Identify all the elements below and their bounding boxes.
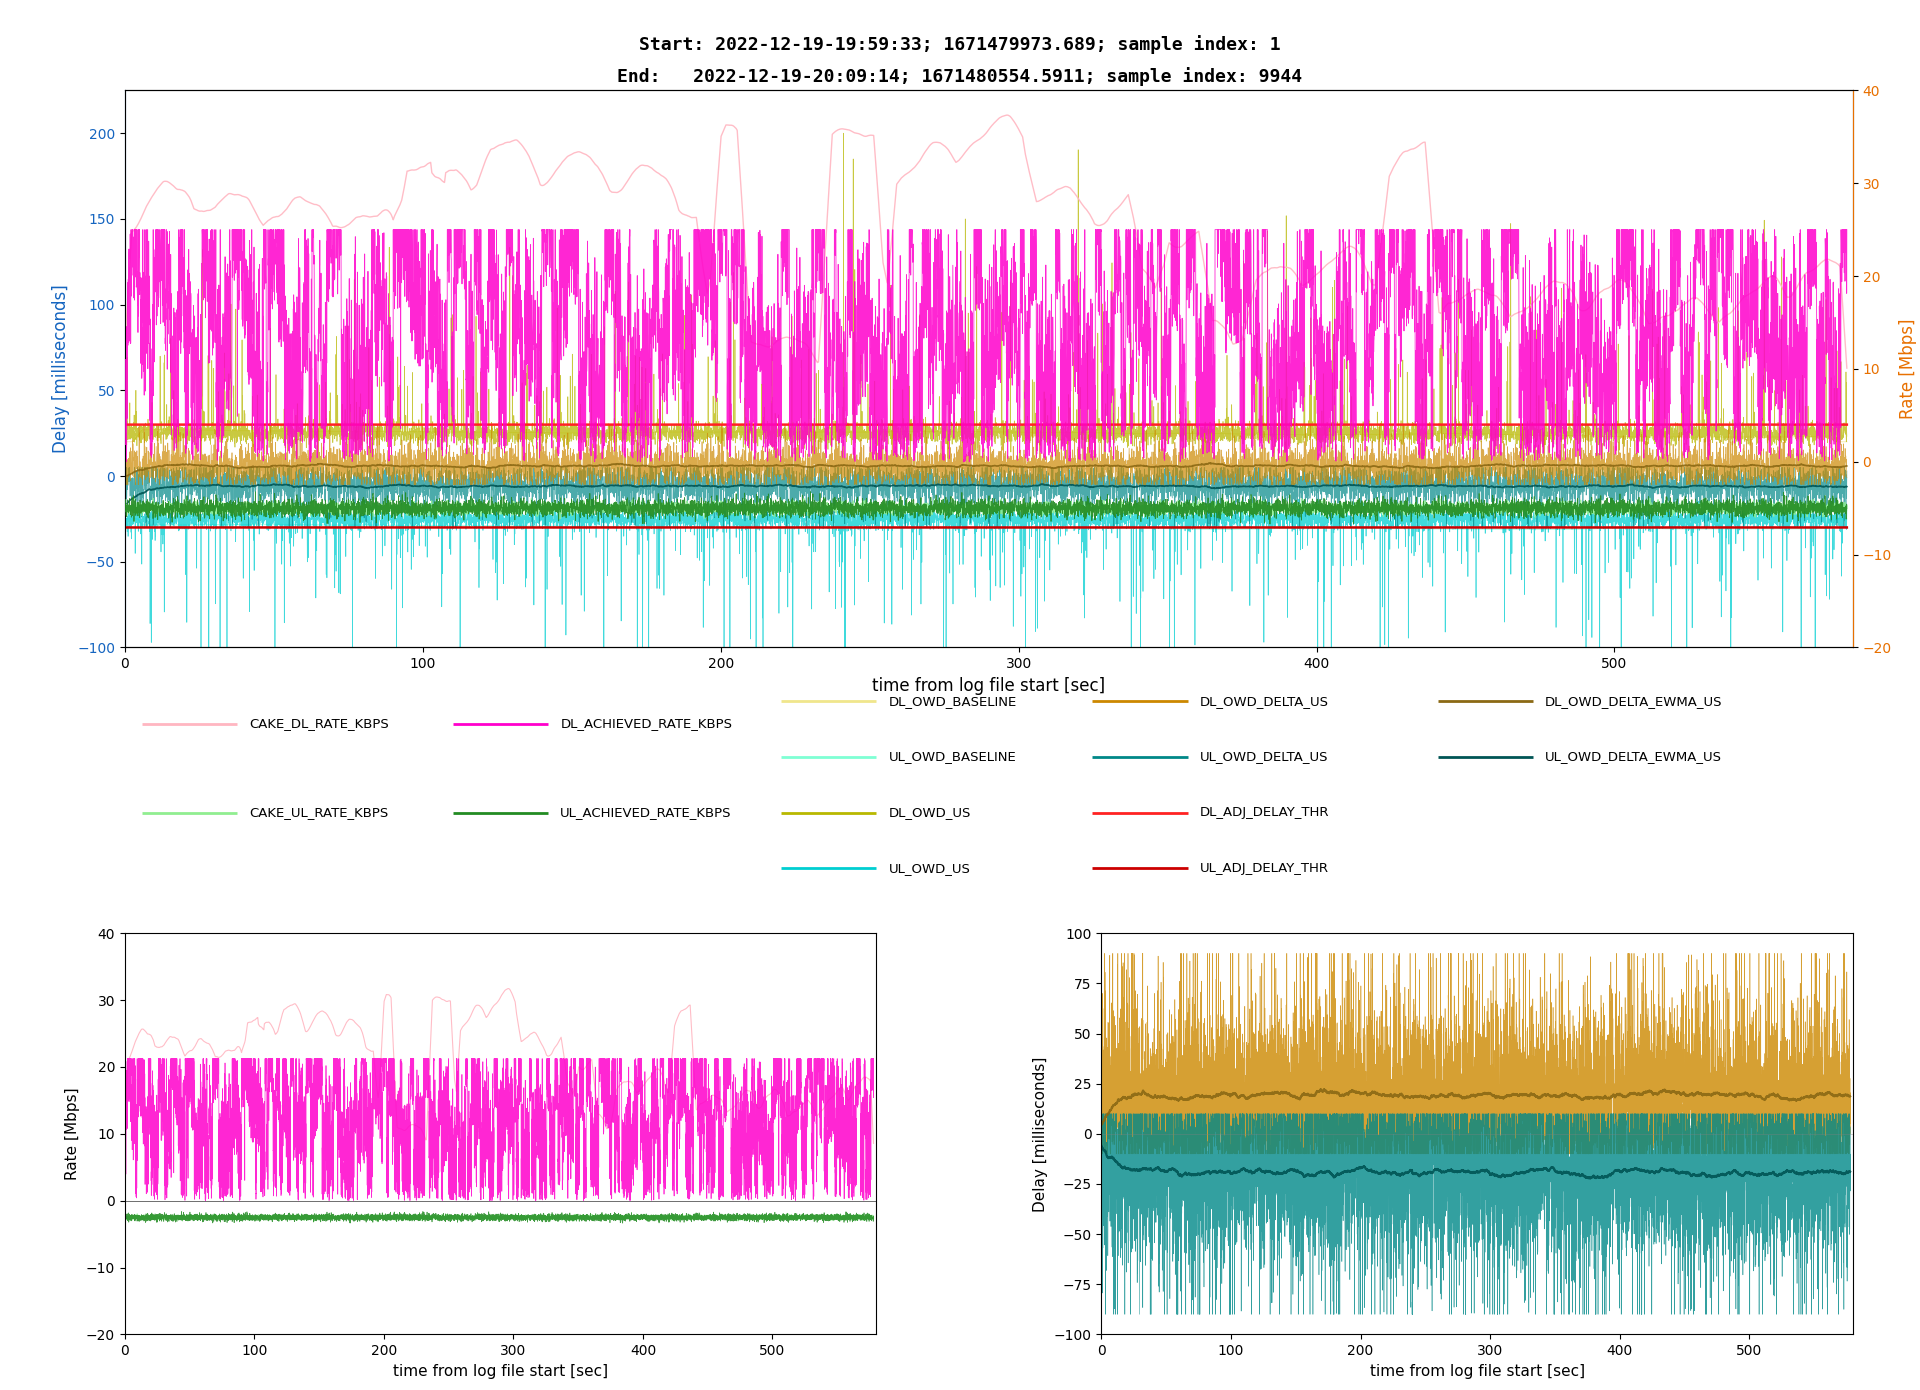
Y-axis label: Delay [milliseconds]: Delay [milliseconds] [1033,1056,1048,1212]
Text: UL_ADJ_DELAY_THR: UL_ADJ_DELAY_THR [1200,862,1329,874]
Text: UL_OWD_DELTA_EWMA_US: UL_OWD_DELTA_EWMA_US [1546,751,1722,763]
Text: DL_OWD_BASELINE: DL_OWD_BASELINE [889,695,1018,708]
Y-axis label: Delay [milliseconds]: Delay [milliseconds] [52,285,71,453]
Y-axis label: Rate [Mbps]: Rate [Mbps] [1899,318,1916,420]
Text: DL_ADJ_DELAY_THR: DL_ADJ_DELAY_THR [1200,806,1329,819]
Text: Start: 2022-12-19-19:59:33; 1671479973.689; sample index: 1: Start: 2022-12-19-19:59:33; 1671479973.6… [639,35,1281,54]
Text: UL_OWD_DELTA_US: UL_OWD_DELTA_US [1200,751,1329,763]
Text: DL_OWD_DELTA_EWMA_US: DL_OWD_DELTA_EWMA_US [1546,695,1722,708]
Text: End:   2022-12-19-20:09:14; 1671480554.5911; sample index: 9944: End: 2022-12-19-20:09:14; 1671480554.591… [618,67,1302,86]
Text: UL_OWD_US: UL_OWD_US [889,862,970,874]
Text: UL_OWD_BASELINE: UL_OWD_BASELINE [889,751,1016,763]
Text: DL_OWD_US: DL_OWD_US [889,806,972,819]
Text: DL_ACHIEVED_RATE_KBPS: DL_ACHIEVED_RATE_KBPS [561,717,732,730]
X-axis label: time from log file start [sec]: time from log file start [sec] [1369,1364,1584,1379]
Text: CAKE_UL_RATE_KBPS: CAKE_UL_RATE_KBPS [250,806,388,819]
Text: DL_OWD_DELTA_US: DL_OWD_DELTA_US [1200,695,1329,708]
X-axis label: time from log file start [sec]: time from log file start [sec] [872,677,1106,695]
Text: CAKE_DL_RATE_KBPS: CAKE_DL_RATE_KBPS [250,717,390,730]
Y-axis label: Rate [Mbps]: Rate [Mbps] [65,1087,81,1180]
Text: UL_ACHIEVED_RATE_KBPS: UL_ACHIEVED_RATE_KBPS [561,806,732,819]
X-axis label: time from log file start [sec]: time from log file start [sec] [394,1364,609,1379]
